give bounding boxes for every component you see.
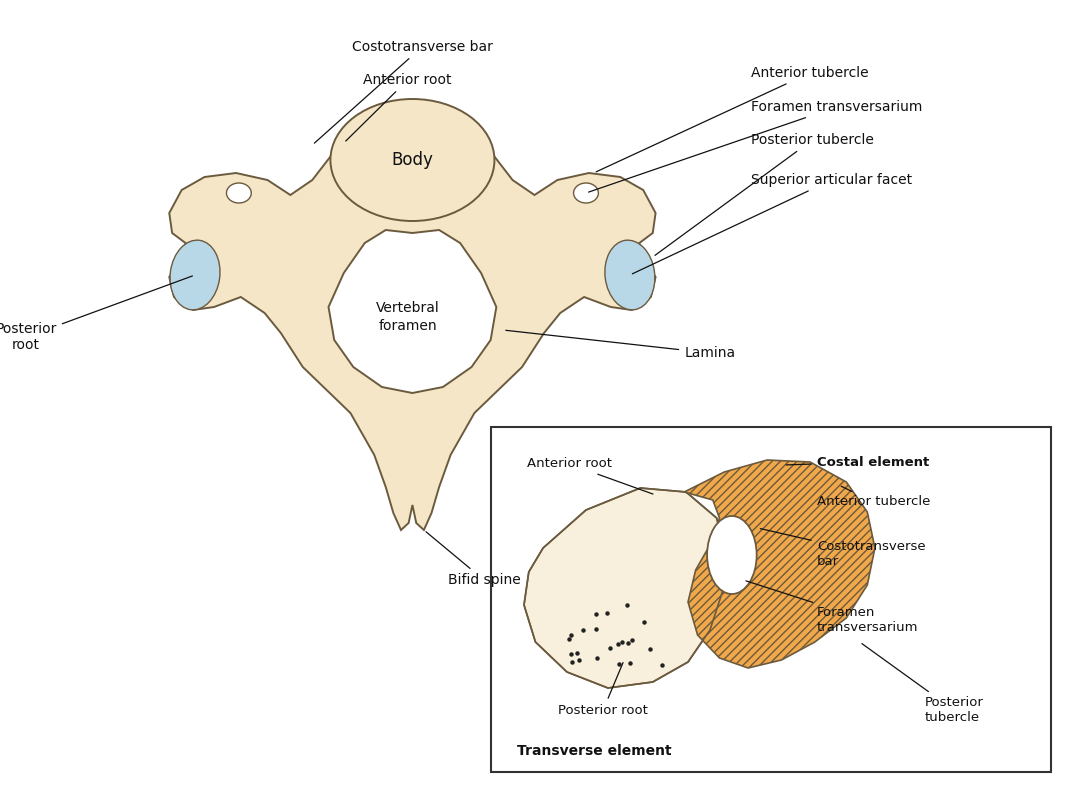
Text: Foramen transversarium: Foramen transversarium [589, 100, 923, 192]
Text: Body: Body [392, 151, 434, 169]
Text: Costotransverse
bar: Costotransverse bar [761, 529, 926, 568]
Text: Posterior
tubercle: Posterior tubercle [862, 644, 983, 724]
Text: Posterior
root: Posterior root [0, 276, 192, 352]
Ellipse shape [170, 240, 220, 310]
Text: Costotransverse bar: Costotransverse bar [314, 40, 492, 143]
Text: Anterior root: Anterior root [345, 73, 452, 141]
Text: Anterior tubercle: Anterior tubercle [596, 66, 869, 172]
Text: Foramen
transversarium: Foramen transversarium [746, 581, 918, 634]
Polygon shape [524, 488, 726, 688]
Text: Transverse element: Transverse element [517, 744, 672, 758]
Text: Posterior tubercle: Posterior tubercle [655, 133, 874, 255]
Ellipse shape [227, 183, 251, 203]
Text: Lamina: Lamina [506, 330, 735, 360]
Text: Anterior tubercle: Anterior tubercle [817, 486, 930, 509]
Text: Vertebral
foramen: Vertebral foramen [375, 301, 439, 333]
Ellipse shape [707, 516, 756, 594]
FancyBboxPatch shape [491, 427, 1051, 772]
Polygon shape [169, 123, 656, 530]
Ellipse shape [330, 99, 494, 221]
Text: Posterior root: Posterior root [558, 662, 648, 717]
Text: Anterior root: Anterior root [527, 458, 653, 494]
Ellipse shape [605, 240, 655, 310]
Polygon shape [684, 460, 875, 668]
Text: Bifid spine: Bifid spine [426, 532, 520, 587]
Text: Costal element: Costal element [787, 455, 929, 469]
Polygon shape [328, 230, 496, 393]
Ellipse shape [574, 183, 599, 203]
Text: Superior articular facet: Superior articular facet [632, 173, 912, 274]
